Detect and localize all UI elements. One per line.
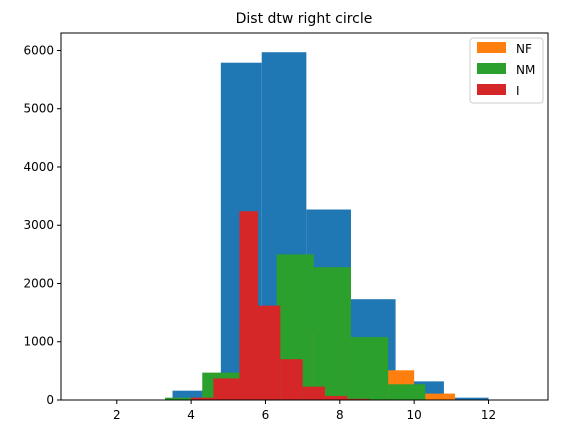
bars-layer bbox=[165, 52, 489, 401]
histogram-bar bbox=[313, 267, 351, 400]
histogram-bar bbox=[302, 386, 325, 400]
legend-label: I bbox=[516, 84, 520, 98]
legend-swatch bbox=[477, 42, 506, 53]
histogram-bar bbox=[165, 397, 203, 400]
x-tick-label: 6 bbox=[262, 408, 270, 422]
y-tick-label: 1000 bbox=[23, 335, 54, 349]
series-i-bars bbox=[191, 211, 370, 400]
x-tick-label: 8 bbox=[336, 408, 344, 422]
legend-swatch bbox=[477, 63, 506, 74]
histogram-bar bbox=[350, 337, 389, 400]
y-tick-label: 6000 bbox=[23, 43, 54, 57]
legend: NF NM I bbox=[469, 37, 544, 104]
y-tick-label: 0 bbox=[46, 393, 54, 407]
histogram-bar bbox=[280, 359, 303, 400]
histogram-bar bbox=[324, 395, 348, 400]
x-tick-label: 10 bbox=[407, 408, 422, 422]
x-tick-label: 2 bbox=[113, 408, 121, 422]
y-tick-label: 2000 bbox=[23, 276, 54, 290]
legend-label: NF bbox=[516, 42, 532, 56]
histogram-bar bbox=[213, 378, 240, 400]
chart-title: Dist dtw right circle bbox=[236, 11, 373, 27]
histogram-bar bbox=[258, 305, 281, 400]
axes-frame bbox=[60, 32, 549, 401]
histogram-bar bbox=[414, 393, 456, 400]
x-tick-label: 4 bbox=[187, 408, 195, 422]
histogram-bar bbox=[347, 398, 370, 400]
histogram-bar bbox=[191, 397, 214, 400]
histogram-bar bbox=[172, 390, 221, 400]
y-tick-label: 4000 bbox=[23, 160, 54, 174]
legend-swatch bbox=[477, 84, 506, 95]
x-tick-label: 12 bbox=[481, 408, 496, 422]
y-tick-label: 3000 bbox=[23, 218, 54, 232]
legend-entries: NF NM I bbox=[477, 42, 535, 98]
histogram-bar bbox=[443, 397, 489, 400]
histogram-bar bbox=[239, 211, 259, 400]
legend-label: NM bbox=[516, 63, 535, 77]
y-tick-label: 5000 bbox=[23, 102, 54, 116]
ticks-layer: 2 4 6 8 10 12 0 1000 2000 3000 4000 5000 6000 bbox=[23, 43, 496, 422]
histogram-bar bbox=[388, 384, 426, 400]
